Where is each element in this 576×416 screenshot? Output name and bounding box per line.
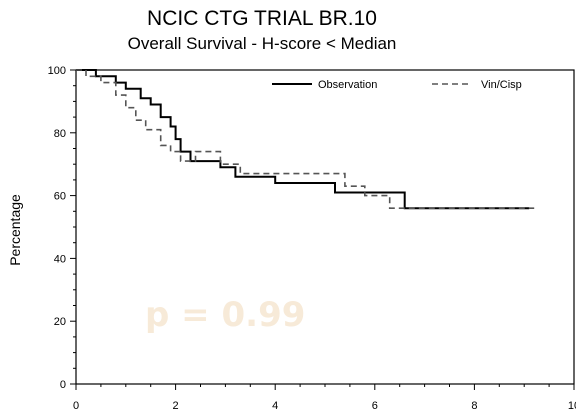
y-axis-label: Percentage bbox=[7, 194, 23, 266]
series-lines bbox=[76, 69, 535, 210]
series-line-vin-cisp bbox=[76, 69, 535, 209]
legend: Observation Vin/Cisp bbox=[272, 79, 522, 91]
y-tick-label: 20 bbox=[54, 316, 66, 328]
x-tick-label: 2 bbox=[173, 400, 179, 412]
x-tick-label: 8 bbox=[471, 400, 477, 412]
y-tick-label: 80 bbox=[54, 128, 66, 140]
p-value-annotation: p = 0.99 bbox=[145, 295, 305, 335]
plot-frame bbox=[75, 69, 575, 385]
series-line-observation bbox=[76, 69, 530, 210]
x-tick-label: 0 bbox=[73, 400, 79, 412]
y-tick-label: 60 bbox=[54, 191, 66, 203]
y-tick-label: 100 bbox=[48, 65, 66, 77]
x-tick-label: 10 bbox=[568, 400, 576, 412]
plot-area bbox=[75, 69, 575, 385]
legend-label-vin-cisp: Vin/Cisp bbox=[481, 79, 522, 91]
y-tick-label: 0 bbox=[60, 379, 66, 391]
y-tick-label: 40 bbox=[54, 253, 66, 265]
axis-ticks: 0 20 40 60 80 100 0 2 4 6 8 10 bbox=[48, 65, 576, 412]
x-tick-label: 6 bbox=[372, 400, 378, 412]
x-tick-label: 4 bbox=[272, 400, 278, 412]
chart-title: NCIC CTG TRIAL BR.10 bbox=[147, 7, 377, 30]
chart-subtitle: Overall Survival - H-score < Median bbox=[128, 34, 397, 53]
legend-label-observation: Observation bbox=[318, 79, 377, 91]
